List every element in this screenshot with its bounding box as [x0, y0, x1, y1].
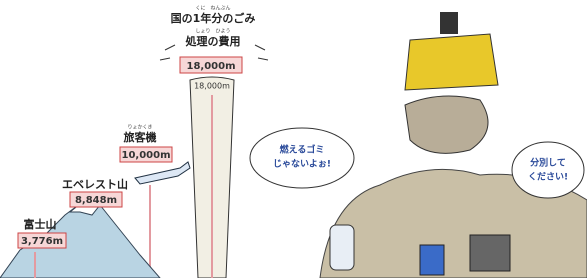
box-character [470, 235, 510, 271]
grabbed-garbage [405, 96, 488, 153]
plane-ruby: りょかくき [127, 124, 152, 131]
fuji-height: 3,776m [21, 236, 63, 247]
bottle-character [330, 225, 354, 270]
column-label: 18,000m [186, 61, 235, 72]
illustration: くに ねんぶん 国の1年分のごみ しょり ひよう 処理の費用 18,000m 1… [0, 0, 587, 278]
plane-height: 10,000m [121, 150, 170, 161]
airplane [135, 162, 190, 184]
bubble-right-line2: ください! [528, 172, 568, 183]
everest-height: 8,848m [75, 195, 117, 206]
title-ruby: くに ねんぶん [195, 6, 230, 12]
everest-name: エベレスト山 [62, 177, 128, 191]
crane-arm [440, 12, 458, 34]
column-top-label: 18,000m [194, 82, 230, 91]
crane-bucket [405, 34, 498, 90]
left-panel: くに ねんぶん 国の1年分のごみ しょり ひよう 処理の費用 18,000m 1… [0, 6, 268, 278]
speech-bubble-right [512, 142, 584, 198]
title-line2: 処理の費用 [185, 34, 241, 48]
can-character [420, 245, 444, 275]
plane-name: 旅客機 [124, 130, 157, 144]
fuji-name: 富士山 [24, 217, 57, 231]
title-ruby2: しょり ひよう [195, 29, 230, 35]
speech-bubble-left [250, 128, 354, 188]
bubble-left-line1: 燃えるゴミ [280, 144, 325, 156]
bubble-right-line1: 分別して [530, 157, 566, 169]
bubble-left-line2: じゃないよぉ! [273, 159, 331, 170]
right-panel: 燃えるゴミ じゃないよぉ! 分別して ください! [250, 12, 587, 278]
title-line1: 国の1年分のごみ [171, 11, 256, 25]
